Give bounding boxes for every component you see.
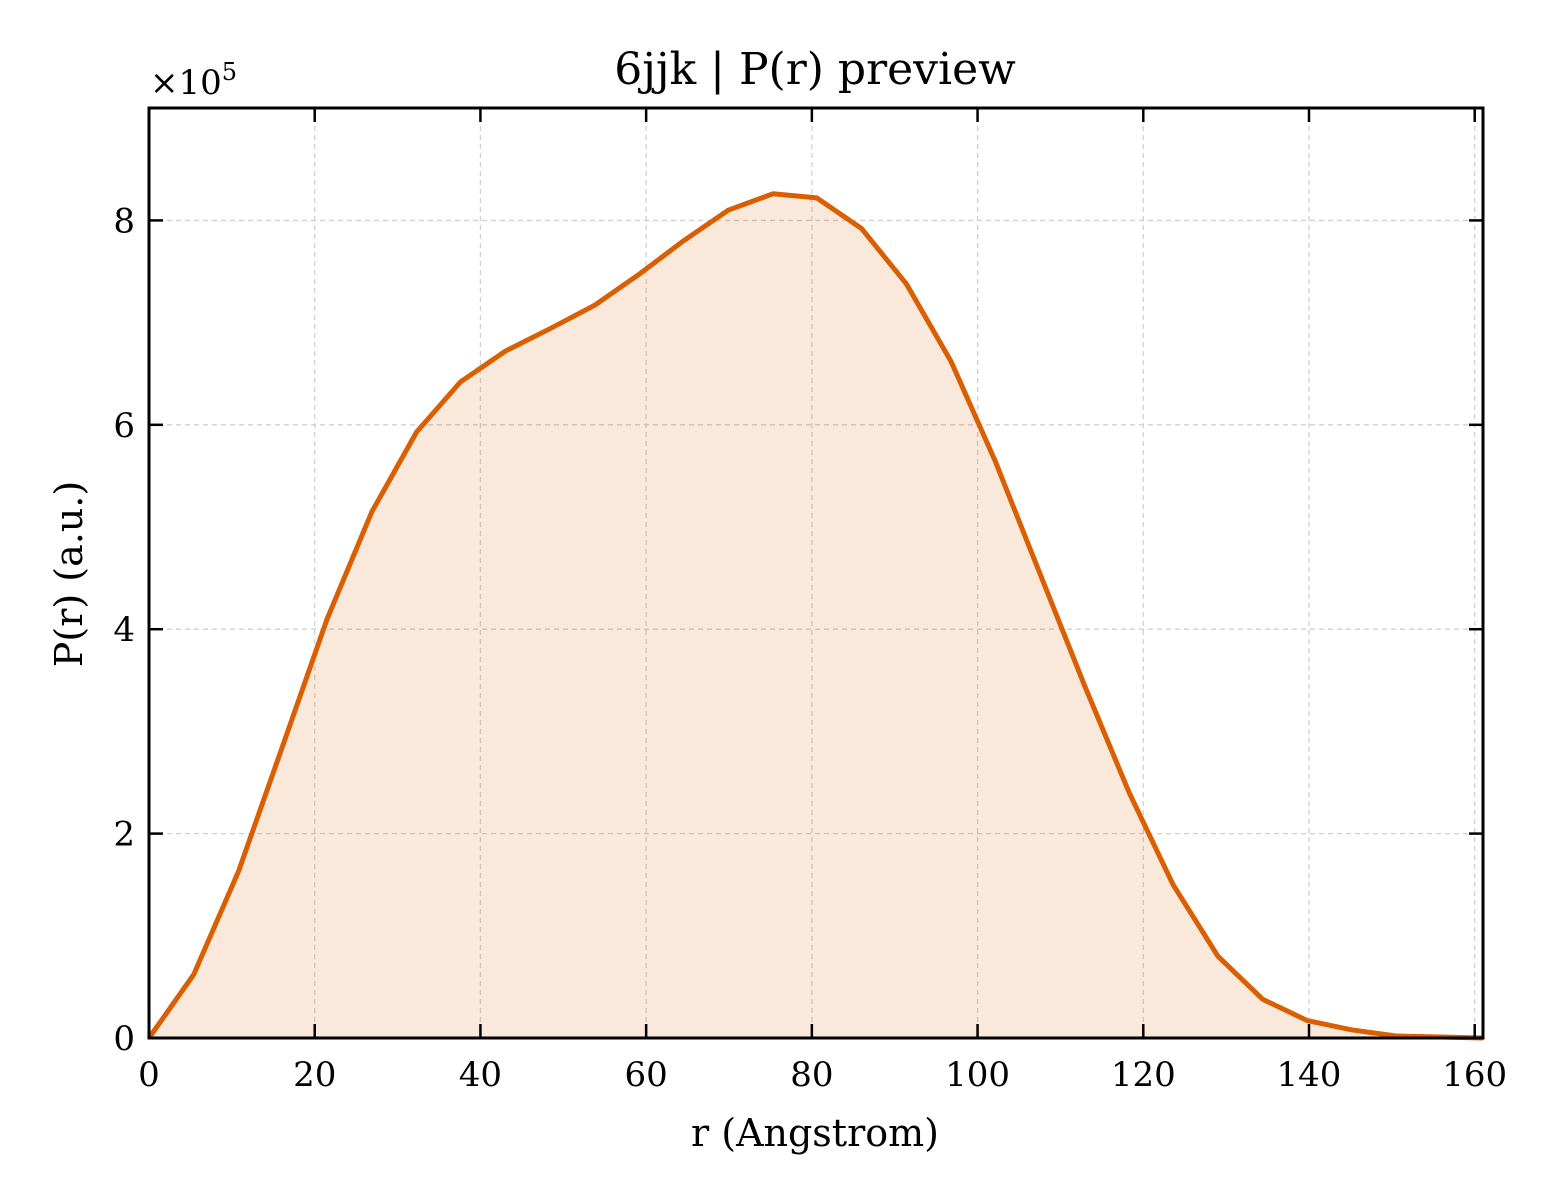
y-tick-label: 6 xyxy=(113,406,135,446)
x-tick-label: 60 xyxy=(625,1055,668,1095)
x-tick-label: 120 xyxy=(1111,1055,1176,1095)
x-tick-label: 160 xyxy=(1442,1055,1507,1095)
x-tick-label: 20 xyxy=(293,1055,336,1095)
y-tick-label: 2 xyxy=(113,815,135,855)
x-axis-label: r (Angstrom) xyxy=(691,1111,939,1155)
x-tick-label: 100 xyxy=(945,1055,1010,1095)
x-tick-label: 0 xyxy=(138,1055,160,1095)
grid-lines xyxy=(148,108,1483,1039)
ticks: 0 20 40 60 80 100 120 140 160 0 2 4 6 8 xyxy=(113,108,1507,1095)
x-tick-label: 40 xyxy=(459,1055,502,1095)
y-tick-label: 0 xyxy=(113,1019,135,1059)
chart-title: 6jjk | P(r) preview xyxy=(614,44,1016,95)
y-tick-label: 8 xyxy=(113,201,135,241)
x-tick-label: 80 xyxy=(790,1055,833,1095)
y-multiplier-exponent: 5 xyxy=(222,58,237,86)
y-axis-label: P(r) (a.u.) xyxy=(47,481,91,667)
x-tick-label: 140 xyxy=(1277,1055,1342,1095)
y-tick-label: 4 xyxy=(113,610,135,650)
y-multiplier-label: ×105 xyxy=(150,58,237,103)
y-multiplier-base: ×10 xyxy=(150,63,222,103)
series-area-fill xyxy=(149,193,1483,1039)
plot-frame xyxy=(147,106,1485,1040)
series-line xyxy=(146,191,1484,1041)
